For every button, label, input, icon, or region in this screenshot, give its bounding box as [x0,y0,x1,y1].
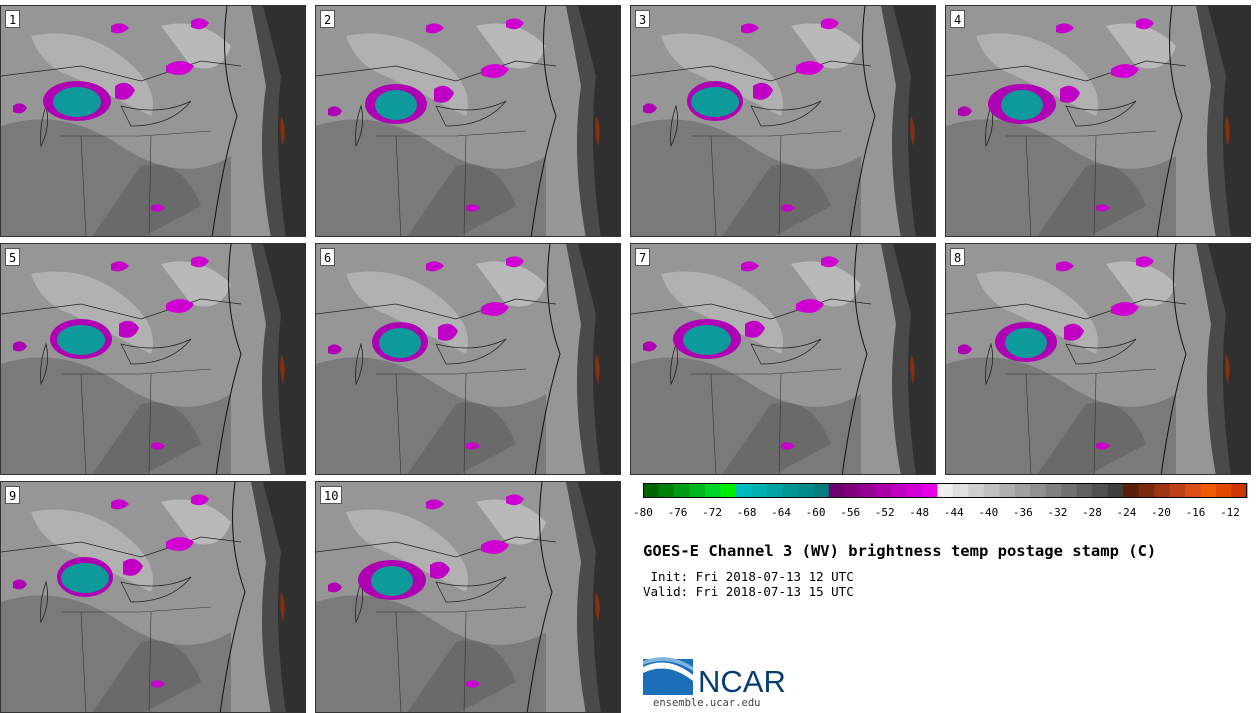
colorbar-cell [952,483,969,498]
colorbar-cell [751,483,768,498]
colorbar-cell [983,483,1000,498]
colorbar-tick-label: -76 [667,506,688,519]
member-map [946,244,1250,474]
ncar-logo-text: NCAR [698,664,786,699]
colorbar-cell [1014,483,1031,498]
colorbar-tick-label: -16 [1185,506,1206,519]
colorbar-cell [689,483,706,498]
figure-title: GOES-E Channel 3 (WV) brightness temp po… [643,542,1157,560]
colorbar-cell [766,483,783,498]
colorbar-cell [1185,483,1202,498]
colorbar-cell [1123,483,1140,498]
colorbar-cell [1107,483,1124,498]
postage-stamp-panel: 5 [0,243,306,475]
colorbar-cell [1030,483,1047,498]
postage-stamp-panel: 1 [0,5,306,237]
colorbar-cell [844,483,861,498]
postage-stamp-panel: 4 [945,5,1251,237]
logo-url: ensemble.ucar.edu [653,697,761,709]
postage-stamp-panel: 8 [945,243,1251,475]
colorbar [643,483,1248,498]
panel-number: 9 [5,486,21,504]
colorbar-cell [906,483,923,498]
colorbar-cell [921,483,938,498]
colorbar-tick-label: -28 [1081,506,1102,519]
postage-stamp-panel: 9 [0,481,306,713]
postage-stamp-panel: 7 [630,243,936,475]
colorbar-tick-label: -44 [943,506,964,519]
colorbar-cell [999,483,1016,498]
colorbar-cell [1061,483,1078,498]
ncar-logo-icon [643,657,693,695]
colorbar-cell [875,483,892,498]
postage-stamp-panel: 2 [315,5,621,237]
colorbar-tick-label: -32 [1047,506,1068,519]
member-map [1,482,305,712]
colorbar-tick-label: -80 [633,506,653,519]
colorbar-tick-label: -68 [736,506,757,519]
colorbar-tick-label: -56 [840,506,861,519]
member-map [316,482,620,712]
panel-number: 2 [320,10,336,28]
valid-time: Valid: Fri 2018-07-13 15 UTC [643,584,854,599]
colorbar-cell [782,483,799,498]
colorbar-cell [937,483,954,498]
member-map [316,244,620,474]
colorbar-tick-label: -60 [805,506,826,519]
colorbar-tick-label: -36 [1012,506,1033,519]
colorbar-cell [735,483,752,498]
panel-number: 10 [320,486,343,504]
colorbar-cell [1154,483,1171,498]
colorbar-tick-label: -20 [1150,506,1171,519]
colorbar-cell [797,483,814,498]
colorbar-cell [1216,483,1233,498]
colorbar-cell [1169,483,1186,498]
colorbar-tick-label: -52 [874,506,895,519]
member-map [316,6,620,236]
panel-number: 7 [635,248,651,266]
colorbar-cell [859,483,876,498]
member-map [946,6,1250,236]
panel-number: 6 [320,248,336,266]
colorbar-cell [890,483,907,498]
colorbar-cell [720,483,737,498]
panel-number: 8 [950,248,966,266]
colorbar-cell [1200,483,1217,498]
colorbar-cell [1045,483,1062,498]
init-time: Init: Fri 2018-07-13 12 UTC [643,569,854,584]
colorbar-cell [1092,483,1109,498]
colorbar-cell [1231,483,1248,498]
colorbar-tick-label: -48 [909,506,930,519]
colorbar-cell [643,483,659,498]
postage-stamp-panel: 3 [630,5,936,237]
panel-number: 3 [635,10,651,28]
member-map [631,244,935,474]
panel-number: 4 [950,10,966,28]
colorbar-cell [813,483,830,498]
colorbar-tick-labels: -80 -76 -72 -68 -64 -60 -56 -52 -48 -44 -40 -36 -32-… [628,506,1258,520]
postage-stamp-panel: 10 [315,481,621,713]
colorbar-tick-label: -12 [1220,506,1240,519]
colorbar-tick-label: -40 [978,506,999,519]
colorbar-cell [968,483,985,498]
panel-number: 1 [5,10,21,28]
colorbar-cell [704,483,721,498]
colorbar-tick-label: -64 [771,506,792,519]
colorbar-cell [673,483,690,498]
member-map [631,6,935,236]
panel-number: 5 [5,248,21,266]
colorbar-cell [1138,483,1155,498]
colorbar-cell [828,483,845,498]
colorbar-cell [658,483,675,498]
postage-stamp-panel: 6 [315,243,621,475]
member-map [1,244,305,474]
member-map [1,6,305,236]
colorbar-tick-label: -72 [702,506,723,519]
colorbar-tick-label: -24 [1116,506,1137,519]
colorbar-frame [643,483,1247,498]
colorbar-cell [1076,483,1093,498]
